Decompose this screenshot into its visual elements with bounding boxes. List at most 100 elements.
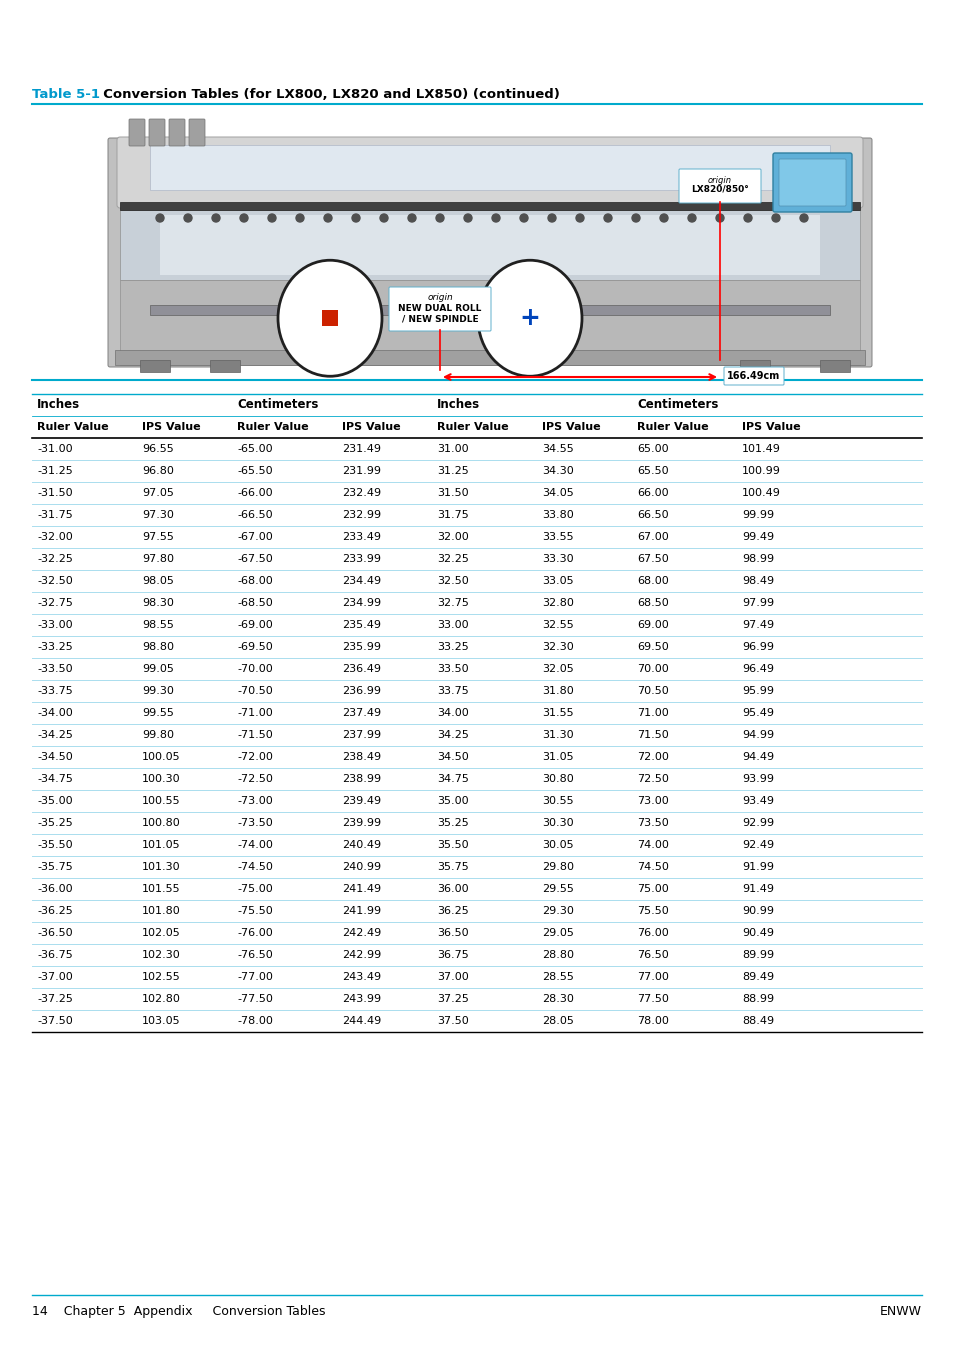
- Text: -75.50: -75.50: [236, 906, 273, 917]
- Text: -37.25: -37.25: [37, 994, 72, 1004]
- Text: 70.50: 70.50: [637, 686, 668, 697]
- Text: 98.49: 98.49: [741, 576, 773, 586]
- Text: -69.00: -69.00: [236, 620, 273, 630]
- Text: -75.00: -75.00: [236, 884, 273, 894]
- Text: -32.00: -32.00: [37, 532, 72, 541]
- Text: 231.49: 231.49: [341, 444, 380, 454]
- Text: 67.50: 67.50: [637, 554, 668, 564]
- Text: -65.50: -65.50: [236, 466, 273, 477]
- Text: 97.05: 97.05: [142, 487, 173, 498]
- Circle shape: [463, 215, 472, 221]
- Text: 88.49: 88.49: [741, 1017, 773, 1026]
- Text: 34.75: 34.75: [436, 774, 468, 784]
- Text: LX820/850°: LX820/850°: [690, 185, 748, 194]
- Text: 30.80: 30.80: [541, 774, 573, 784]
- Circle shape: [743, 215, 751, 221]
- Circle shape: [184, 215, 192, 221]
- Circle shape: [547, 215, 556, 221]
- Text: 65.00: 65.00: [637, 444, 668, 454]
- Text: -67.50: -67.50: [236, 554, 273, 564]
- Text: Conversion Tables (for LX800, LX820 and LX850) (continued): Conversion Tables (for LX800, LX820 and …: [94, 88, 559, 101]
- Text: -31.25: -31.25: [37, 466, 72, 477]
- Text: 233.99: 233.99: [341, 554, 380, 564]
- Bar: [115, 350, 864, 365]
- Text: 95.99: 95.99: [741, 686, 773, 697]
- Text: 232.99: 232.99: [341, 510, 381, 520]
- Text: -36.50: -36.50: [37, 927, 72, 938]
- Bar: [120, 279, 859, 364]
- Text: 69.50: 69.50: [637, 643, 668, 652]
- Text: 31.50: 31.50: [436, 487, 468, 498]
- FancyBboxPatch shape: [117, 136, 862, 208]
- Text: 36.75: 36.75: [436, 950, 468, 960]
- Circle shape: [212, 215, 220, 221]
- Text: 35.75: 35.75: [436, 863, 468, 872]
- Text: 31.05: 31.05: [541, 752, 573, 761]
- Bar: [322, 310, 337, 327]
- Text: 14    Chapter 5  Appendix     Conversion Tables: 14 Chapter 5 Appendix Conversion Tables: [32, 1305, 325, 1318]
- Text: Ruler Value: Ruler Value: [436, 423, 508, 432]
- Text: -35.00: -35.00: [37, 796, 72, 806]
- Text: 66.00: 66.00: [637, 487, 668, 498]
- Text: 92.49: 92.49: [741, 840, 773, 850]
- Text: 36.50: 36.50: [436, 927, 468, 938]
- Text: 32.55: 32.55: [541, 620, 573, 630]
- Text: 240.99: 240.99: [341, 863, 381, 872]
- Text: 238.49: 238.49: [341, 752, 381, 761]
- Text: 231.99: 231.99: [341, 466, 380, 477]
- Text: 32.50: 32.50: [436, 576, 468, 586]
- Ellipse shape: [277, 261, 381, 377]
- Text: -32.25: -32.25: [37, 554, 72, 564]
- Text: 234.99: 234.99: [341, 598, 381, 608]
- Bar: [120, 202, 859, 211]
- Text: -65.00: -65.00: [236, 444, 273, 454]
- Text: 37.50: 37.50: [436, 1017, 468, 1026]
- Text: 232.49: 232.49: [341, 487, 381, 498]
- Text: 70.00: 70.00: [637, 664, 668, 674]
- Circle shape: [716, 215, 723, 221]
- Bar: [210, 360, 240, 373]
- Text: 97.99: 97.99: [741, 598, 773, 608]
- Text: 34.55: 34.55: [541, 444, 573, 454]
- Text: 33.30: 33.30: [541, 554, 573, 564]
- Text: 96.55: 96.55: [142, 444, 173, 454]
- Text: Inches: Inches: [37, 398, 80, 412]
- FancyBboxPatch shape: [779, 159, 845, 207]
- Bar: [740, 360, 769, 373]
- Text: 73.00: 73.00: [637, 796, 668, 806]
- Bar: [820, 360, 849, 373]
- Text: 236.99: 236.99: [341, 686, 380, 697]
- Text: 101.55: 101.55: [142, 884, 180, 894]
- Text: -70.00: -70.00: [236, 664, 273, 674]
- Text: 34.25: 34.25: [436, 730, 468, 740]
- Text: 28.05: 28.05: [541, 1017, 574, 1026]
- Text: 96.99: 96.99: [741, 643, 773, 652]
- Text: 98.99: 98.99: [741, 554, 773, 564]
- Text: 71.50: 71.50: [637, 730, 668, 740]
- Text: -68.50: -68.50: [236, 598, 273, 608]
- Text: 33.80: 33.80: [541, 510, 573, 520]
- Text: NEW DUAL ROLL: NEW DUAL ROLL: [398, 304, 481, 313]
- Text: 37.25: 37.25: [436, 994, 468, 1004]
- Text: 92.99: 92.99: [741, 818, 773, 828]
- Text: Ruler Value: Ruler Value: [37, 423, 109, 432]
- FancyBboxPatch shape: [149, 119, 165, 146]
- Bar: [120, 211, 859, 279]
- Text: 243.99: 243.99: [341, 994, 381, 1004]
- Text: 29.80: 29.80: [541, 863, 574, 872]
- Text: -31.75: -31.75: [37, 510, 72, 520]
- FancyBboxPatch shape: [389, 288, 491, 331]
- Text: +: +: [519, 306, 539, 331]
- Text: 103.05: 103.05: [142, 1017, 180, 1026]
- FancyBboxPatch shape: [205, 200, 774, 364]
- Text: -67.00: -67.00: [236, 532, 273, 541]
- Text: 34.50: 34.50: [436, 752, 468, 761]
- Text: 98.80: 98.80: [142, 643, 173, 652]
- Text: 29.55: 29.55: [541, 884, 574, 894]
- Text: 72.50: 72.50: [637, 774, 668, 784]
- Text: -34.25: -34.25: [37, 730, 72, 740]
- Text: -66.00: -66.00: [236, 487, 273, 498]
- Text: 96.49: 96.49: [741, 664, 773, 674]
- FancyBboxPatch shape: [108, 138, 212, 367]
- FancyBboxPatch shape: [189, 119, 205, 146]
